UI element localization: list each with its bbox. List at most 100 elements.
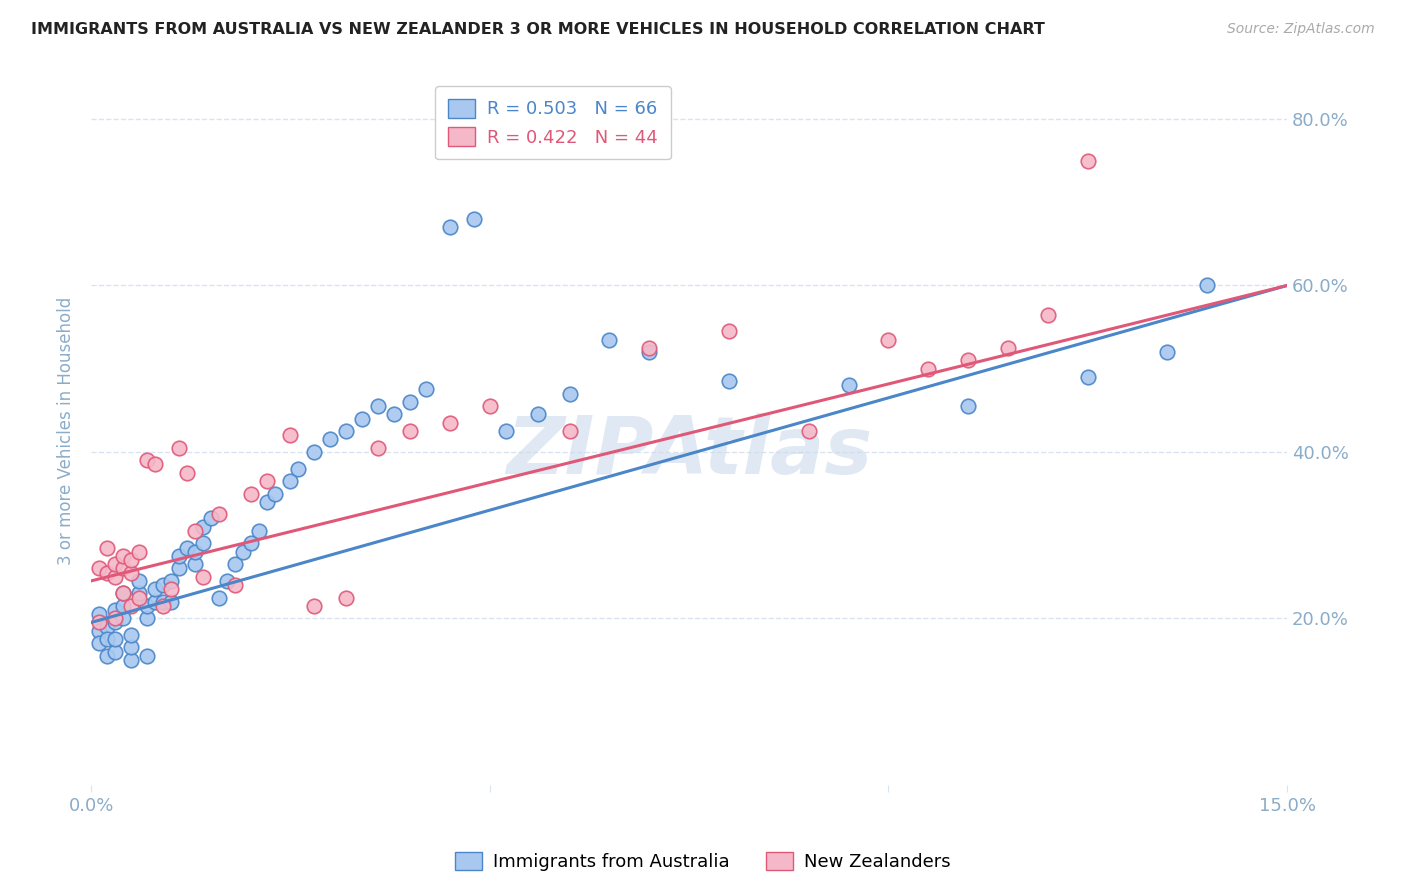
Point [957,399,980,413]
Point [104,645,127,659]
Point [89,561,111,575]
Point [160,582,183,597]
Point [319,433,342,447]
Point [598,333,620,347]
Point [176,466,198,480]
Point [104,570,127,584]
Point [120,653,142,667]
Point [997,341,1019,355]
Point [191,536,214,550]
Point [208,591,231,605]
Point [112,549,135,563]
Point [120,553,142,567]
Point [104,611,127,625]
Point [184,558,207,572]
Point [112,586,135,600]
Point [104,603,127,617]
Point [638,345,661,359]
Point [877,333,900,347]
Point [128,574,150,588]
Point [526,408,548,422]
Legend: Immigrants from Australia, New Zealanders: Immigrants from Australia, New Zealander… [449,845,957,879]
Point [112,599,135,613]
Point [256,474,278,488]
Point [104,632,127,647]
Point [120,599,142,613]
Point [280,428,302,442]
Point [957,353,980,368]
Point [463,211,485,226]
Point [304,445,326,459]
Point [399,424,422,438]
Point [287,461,309,475]
Point [1036,308,1059,322]
Point [367,441,389,455]
Point [128,545,150,559]
Point [717,374,740,388]
Point [638,341,661,355]
Point [191,520,214,534]
Point [200,511,222,525]
Point [335,591,357,605]
Text: ZIPAtlas: ZIPAtlas [506,413,872,491]
Text: IMMIGRANTS FROM AUSTRALIA VS NEW ZEALANDER 3 OR MORE VEHICLES IN HOUSEHOLD CORRE: IMMIGRANTS FROM AUSTRALIA VS NEW ZEALAND… [31,22,1045,37]
Point [247,524,270,538]
Point [208,508,231,522]
Point [152,595,174,609]
Point [89,607,111,622]
Text: Source: ZipAtlas.com: Source: ZipAtlas.com [1227,22,1375,37]
Point [96,632,118,647]
Point [1077,370,1099,384]
Point [112,586,135,600]
Point [152,599,174,613]
Point [1156,345,1178,359]
Point [143,595,166,609]
Point [160,595,183,609]
Point [96,566,118,580]
Point [717,324,740,338]
Point [239,536,262,550]
Point [558,424,581,438]
Point [280,474,302,488]
Point [104,558,127,572]
Point [96,648,118,663]
Point [1077,153,1099,168]
Point [143,582,166,597]
Point [263,486,285,500]
Point [136,453,159,467]
Legend: R = 0.503   N = 66, R = 0.422   N = 44: R = 0.503 N = 66, R = 0.422 N = 44 [434,87,671,160]
Point [160,574,183,588]
Point [96,541,118,555]
Point [104,615,127,630]
Point [224,558,246,572]
Point [239,486,262,500]
Point [478,399,501,413]
Point [232,545,254,559]
Point [128,586,150,600]
Point [399,395,422,409]
Point [167,549,190,563]
Point [367,399,389,413]
Point [917,361,939,376]
Point [176,541,198,555]
Point [96,620,118,634]
Point [1197,278,1219,293]
Point [304,599,326,613]
Point [89,636,111,650]
Point [136,611,159,625]
Point [838,378,860,392]
Point [439,220,461,235]
Y-axis label: 3 or more Vehicles in Household: 3 or more Vehicles in Household [58,297,75,566]
Point [439,416,461,430]
Point [167,441,190,455]
Point [415,383,437,397]
Point [558,386,581,401]
Point [136,648,159,663]
Point [352,411,374,425]
Point [89,624,111,638]
Point [224,578,246,592]
Point [167,561,190,575]
Point [256,495,278,509]
Point [152,578,174,592]
Point [112,561,135,575]
